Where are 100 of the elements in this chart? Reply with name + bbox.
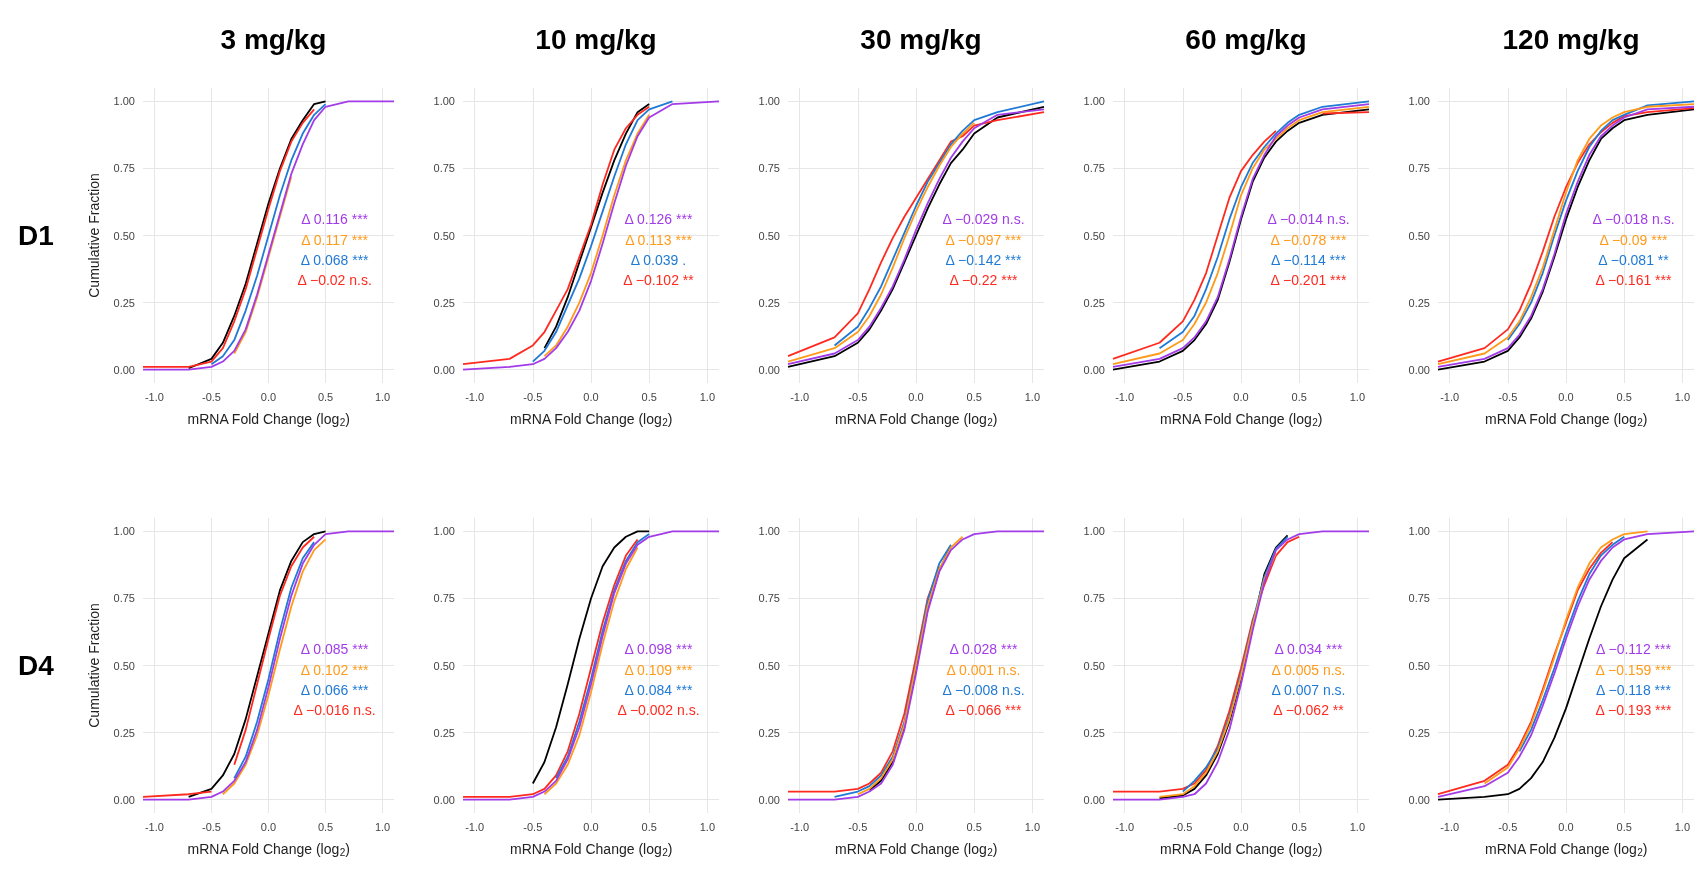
x-axis-title: mRNA Fold Change (log2) <box>1485 411 1648 428</box>
y-tick-label: 0.25 <box>1408 726 1430 739</box>
chart-title: 60 mg/kg <box>1185 23 1307 55</box>
annotation: Δ −0.102 ** <box>623 271 695 288</box>
annotation: Δ 0.005 n.s. <box>1271 661 1346 678</box>
x-tick-label: 1.0 <box>1349 390 1366 403</box>
annotation: Δ −0.018 n.s. <box>1592 211 1675 228</box>
y-tick-label: 0.75 <box>113 162 135 175</box>
y-tick-label: 0.75 <box>1083 162 1105 175</box>
x-tick-label: -0.5 <box>1498 820 1518 833</box>
x-tick-label: 1.0 <box>699 390 716 403</box>
annotation: Δ −0.201 *** <box>1270 271 1347 288</box>
annotation: Δ 0.066 *** <box>300 681 370 698</box>
annotation: Δ −0.062 ** <box>1273 701 1345 718</box>
annotation: Δ −0.112 *** <box>1596 641 1672 658</box>
line-series <box>142 530 395 801</box>
line-series <box>233 175 293 355</box>
y-tick-label: 1.00 <box>758 95 780 108</box>
y-tick-label: 0.50 <box>1083 229 1105 242</box>
x-axis-title: mRNA Fold Change (log2) <box>1160 841 1323 858</box>
annotation: Δ −0.081 ** <box>1598 251 1670 268</box>
x-axis-title: mRNA Fold Change (log2) <box>835 411 998 428</box>
x-tick-label: 1.0 <box>1024 820 1041 833</box>
x-tick-label: -1.0 <box>1115 820 1135 833</box>
x-tick-label: -1.0 <box>144 390 164 403</box>
annotation: Δ −0.016 n.s. <box>293 701 376 718</box>
y-tick-label: 1.00 <box>1408 95 1430 108</box>
x-tick-label: 0.5 <box>641 390 657 403</box>
x-tick-label: 0.0 <box>583 820 599 833</box>
text: D1 <box>18 220 54 251</box>
y-tick-label: 0.50 <box>113 229 135 242</box>
x-tick-label: -0.5 <box>523 390 543 403</box>
x-tick-label: -1.0 <box>465 390 485 403</box>
annotation: Δ −0.22 *** <box>949 271 1019 288</box>
y-tick-label: 0.00 <box>113 363 135 376</box>
x-tick-label: 0.5 <box>641 820 657 833</box>
line-series <box>1437 538 1649 801</box>
x-tick-label: -1.0 <box>790 390 810 403</box>
annotation: Δ −0.078 *** <box>1270 231 1347 248</box>
y-tick-label: 1.00 <box>113 95 135 108</box>
annotation: Δ 0.116 *** <box>301 211 369 228</box>
x-tick-label: 0.5 <box>317 820 334 833</box>
y-tick-label: 1.00 <box>758 525 780 538</box>
y-tick-label: 0.50 <box>433 229 455 242</box>
annotation: Δ 0.039 . <box>630 251 687 268</box>
x-tick-label: -1.0 <box>1115 390 1135 403</box>
chart-title: 30 mg/kg <box>860 23 982 55</box>
y-tick-label: 0.75 <box>433 592 455 605</box>
x-tick-label: 1.0 <box>1674 390 1691 403</box>
chart-title: 3 mg/kg <box>220 23 327 55</box>
x-tick-label: 0.0 <box>260 390 277 403</box>
x-tick-label: -1.0 <box>1440 390 1460 403</box>
annotation: Δ −0.114 *** <box>1271 251 1347 268</box>
x-tick-label: 0.0 <box>260 820 277 833</box>
x-tick-label: -0.5 <box>848 820 868 833</box>
y-tick-label: 0.50 <box>1408 229 1430 242</box>
y-tick-label: 0.00 <box>1408 793 1430 806</box>
y-tick-label: 0.00 <box>433 363 455 376</box>
y-tick-label: 1.00 <box>1083 525 1105 538</box>
x-tick-label: -0.5 <box>523 820 543 833</box>
y-tick-label: 0.50 <box>113 659 135 672</box>
x-tick-label: 0.5 <box>1291 820 1307 833</box>
line-series <box>1483 530 1649 785</box>
x-axis-title: mRNA Fold Change (log2) <box>510 411 673 428</box>
annotation: Δ −0.097 *** <box>945 231 1022 248</box>
y-tick-label: 0.25 <box>1083 726 1105 739</box>
chart-title: 10 mg/kg <box>535 23 657 55</box>
line-series <box>1158 100 1370 350</box>
x-tick-label: 0.5 <box>966 820 982 833</box>
x-tick-label: 0.0 <box>583 390 599 403</box>
y-tick-label: 0.00 <box>1083 363 1105 376</box>
y-tick-label: 0.00 <box>758 793 780 806</box>
annotation: Δ 0.102 *** <box>300 661 370 678</box>
line-series <box>1112 530 1370 801</box>
line-series <box>833 100 1045 347</box>
annotation: Δ −0.09 *** <box>1599 231 1669 248</box>
annotation: Δ 0.126 *** <box>624 211 693 228</box>
y-tick-label: 0.75 <box>1408 592 1430 605</box>
x-axis-title: mRNA Fold Change (log2) <box>510 841 673 858</box>
y-tick-label: 1.00 <box>433 95 455 108</box>
y-tick-label: 0.75 <box>1083 592 1105 605</box>
x-axis-title: mRNA Fold Change (log2) <box>187 411 350 428</box>
y-tick-label: 0.00 <box>113 793 135 806</box>
y-tick-label: 0.25 <box>113 726 135 739</box>
annotation: Δ −0.029 n.s. <box>942 211 1025 228</box>
x-tick-label: 0.0 <box>908 820 924 833</box>
annotation: Δ −0.014 n.s. <box>1267 211 1350 228</box>
y-tick-label: 0.25 <box>758 726 780 739</box>
y-tick-label: 0.25 <box>433 726 455 739</box>
y-tick-label: 1.00 <box>433 525 455 538</box>
y-tick-label: 1.00 <box>1408 525 1430 538</box>
annotation: Δ −0.118 *** <box>1596 681 1672 698</box>
x-tick-label: 1.0 <box>1349 820 1366 833</box>
chart-title: 120 mg/kg <box>1502 23 1640 55</box>
annotation: Δ −0.02 n.s. <box>297 271 372 288</box>
x-tick-label: -1.0 <box>790 820 810 833</box>
annotation: Δ 0.068 *** <box>300 251 370 268</box>
x-tick-label: -0.5 <box>1173 820 1193 833</box>
x-tick-label: 0.0 <box>1558 820 1574 833</box>
y-tick-label: 0.50 <box>758 229 780 242</box>
